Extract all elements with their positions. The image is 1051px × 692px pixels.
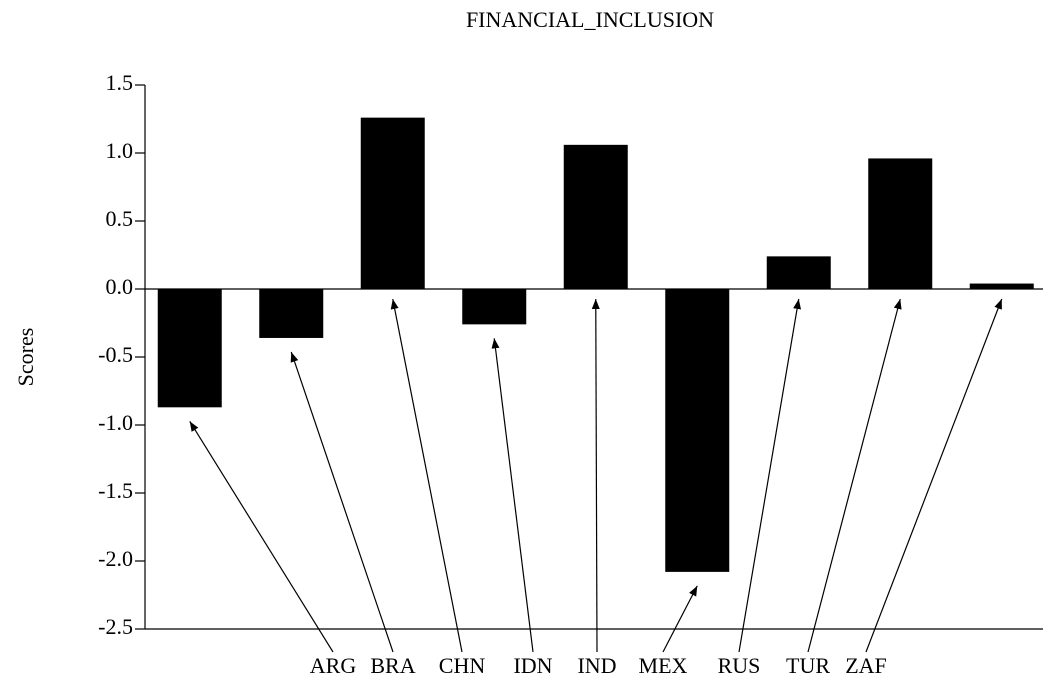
y-tick-label: -1.0 bbox=[98, 410, 133, 435]
label-arrow bbox=[865, 298, 1003, 653]
y-tick-label: -2.5 bbox=[98, 614, 133, 639]
y-tick-label: -1.5 bbox=[98, 478, 133, 503]
y-tick-label: 1.0 bbox=[106, 138, 134, 163]
label-arrow bbox=[662, 585, 698, 653]
label-arrow bbox=[290, 351, 394, 653]
bar bbox=[462, 289, 527, 325]
x-tick-label: RUS bbox=[718, 653, 761, 678]
y-tick-label: 0.5 bbox=[106, 206, 134, 231]
x-tick-label: IND bbox=[577, 653, 616, 678]
label-arrow bbox=[738, 298, 802, 653]
bar bbox=[969, 283, 1034, 289]
y-tick-label: -2.0 bbox=[98, 546, 133, 571]
y-tick-label: 1.5 bbox=[106, 70, 134, 95]
label-arrow bbox=[491, 338, 534, 653]
x-tick-label: TUR bbox=[786, 653, 830, 678]
y-tick-label: 0.0 bbox=[106, 274, 134, 299]
bar bbox=[157, 289, 222, 408]
bar bbox=[766, 256, 831, 289]
x-tick-label: MEX bbox=[639, 653, 688, 678]
x-tick-label: CHN bbox=[439, 653, 486, 678]
chart-title: FINANCIAL_INCLUSION bbox=[466, 7, 714, 32]
y-tick-label: -0.5 bbox=[98, 342, 133, 367]
label-arrow bbox=[189, 421, 334, 653]
bar bbox=[868, 158, 933, 289]
bar bbox=[563, 144, 628, 289]
bar bbox=[259, 289, 324, 338]
x-tick-label: IDN bbox=[513, 653, 552, 678]
x-tick-label: BRA bbox=[370, 653, 415, 678]
label-arrow bbox=[390, 298, 463, 653]
x-tick-label: ZAF bbox=[845, 653, 887, 678]
bar bbox=[665, 289, 730, 572]
y-axis-label: Scores bbox=[13, 328, 38, 387]
x-tick-label: ARG bbox=[310, 653, 357, 678]
bar bbox=[360, 117, 425, 289]
label-arrow bbox=[807, 298, 902, 653]
label-arrow bbox=[591, 298, 600, 653]
